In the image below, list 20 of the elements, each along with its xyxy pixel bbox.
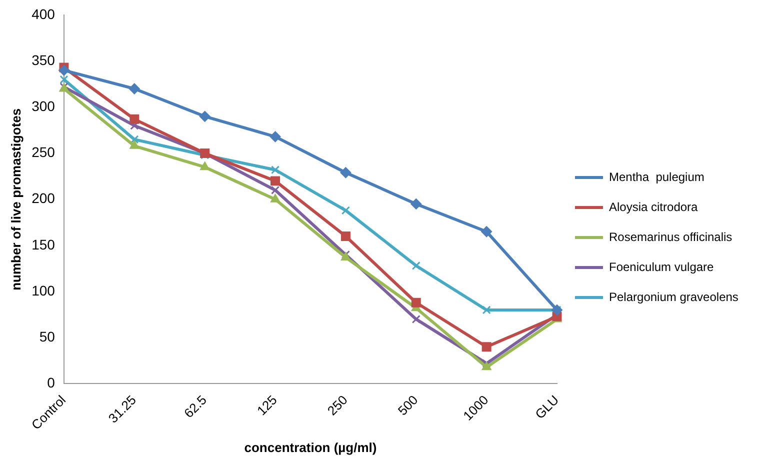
- x-tick-label: 500: [394, 392, 421, 418]
- y-tick-label: 50: [39, 328, 56, 345]
- x-tick-label: 62.5: [180, 392, 210, 421]
- x-tick-label: 125: [254, 392, 280, 418]
- y-tick-label: 200: [32, 190, 56, 206]
- y-tick-label: 300: [32, 98, 56, 114]
- y-tick-label: 400: [32, 6, 56, 22]
- legend-label: Pelargonium graveolens: [609, 290, 738, 304]
- y-tick-label: 350: [32, 52, 56, 68]
- x-axis-title: concentration (µg/ml): [244, 440, 377, 455]
- legend-label: Aloysia citrodora: [609, 200, 698, 214]
- legend-label: Mentha pulegium: [609, 170, 704, 184]
- y-tick-label: 150: [32, 236, 56, 252]
- y-axis-title: number of live promastigotes: [8, 108, 24, 290]
- y-tick-label: 100: [32, 282, 56, 298]
- legend-label: Rosemarinus officinalis: [609, 230, 732, 244]
- x-tick-label: 250: [324, 392, 350, 418]
- y-tick-label: 250: [32, 144, 56, 160]
- legend-label: Foeniculum vulgare: [609, 260, 714, 274]
- y-tick-label: 0: [47, 374, 56, 391]
